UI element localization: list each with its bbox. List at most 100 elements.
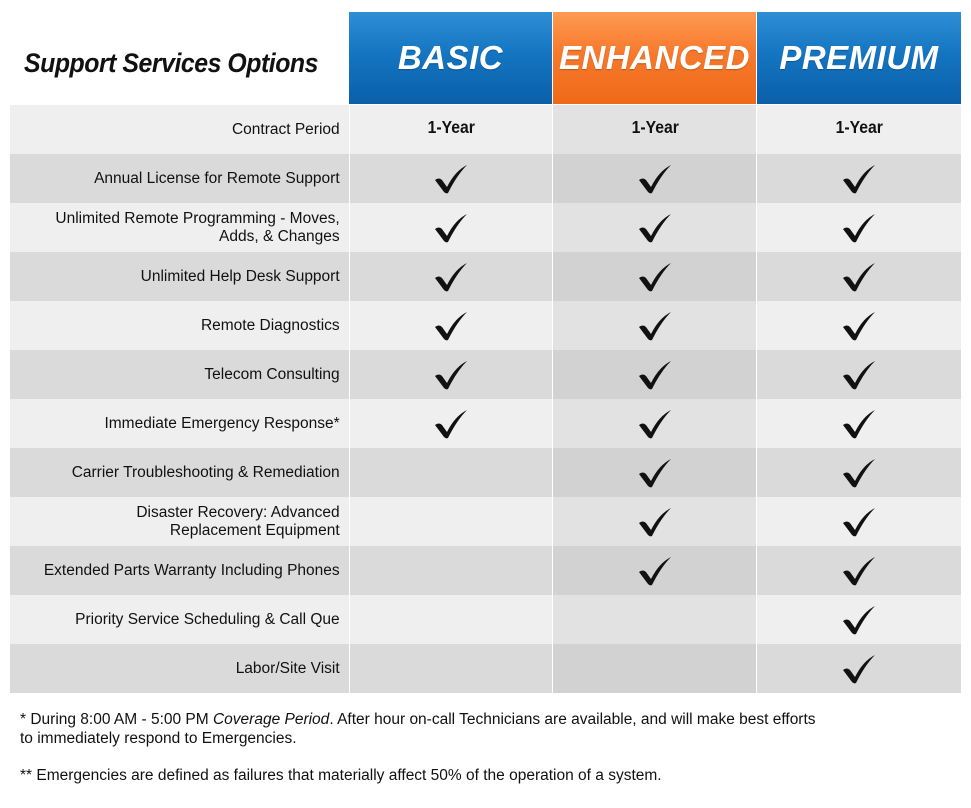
plan-cell-enhanced	[553, 203, 757, 252]
feature-label-text: Priority Service Scheduling & Call Que	[75, 610, 340, 628]
checkmark-icon	[433, 408, 469, 440]
table-row: Extended Parts Warranty Including Phones	[10, 546, 961, 595]
feature-label-text: Remote Diagnostics	[200, 316, 340, 334]
plan-cell-enhanced	[553, 644, 757, 693]
checkmark-icon	[433, 261, 469, 293]
plan-cell-premium: 1-Year	[757, 105, 961, 154]
comparison-table: Contract Period 1-Year 1-Year 1-Year Annual …	[10, 105, 961, 693]
checkmark-icon	[433, 359, 469, 391]
checkmark-icon	[841, 212, 877, 244]
feature-label: Contract Period	[10, 105, 349, 154]
feature-label-text: Annual License for Remote Support	[94, 169, 340, 187]
feature-label: Unlimited Remote Programming - Moves, Ad…	[10, 203, 349, 252]
plan-cell-premium	[757, 301, 961, 350]
table-row: Annual License for Remote Support	[10, 154, 961, 203]
plan-cell-basic	[349, 448, 553, 497]
plan-header-basic: BASIC	[349, 12, 552, 104]
footnotes: * During 8:00 AM - 5:00 PM Coverage Peri…	[20, 710, 820, 803]
table-row: Disaster Recovery: Advanced Replacement …	[10, 497, 961, 546]
feature-label: Telecom Consulting	[10, 350, 349, 399]
feature-label-text: Disaster Recovery: Advanced Replacement …	[136, 503, 340, 539]
plan-cell-basic	[349, 546, 553, 595]
feature-label: Remote Diagnostics	[10, 301, 349, 350]
footnote-emergencies: ** Emergencies are defined as failures t…	[20, 767, 662, 784]
table-row: Unlimited Remote Programming - Moves, Ad…	[10, 203, 961, 252]
feature-label-text: Unlimited Remote Programming - Moves, Ad…	[55, 209, 340, 245]
table-row: Remote Diagnostics	[10, 301, 961, 350]
checkmark-icon	[433, 163, 469, 195]
plan-cell-premium	[757, 252, 961, 301]
plan-cell-enhanced	[553, 546, 757, 595]
checkmark-icon	[841, 261, 877, 293]
feature-label: Annual License for Remote Support	[10, 154, 349, 203]
plan-cell-basic: 1-Year	[349, 105, 553, 154]
checkmark-icon	[841, 163, 877, 195]
checkmark-icon	[841, 457, 877, 489]
checkmark-icon	[841, 359, 877, 391]
footnote-coverage-prefix: * During 8:00 AM - 5:00 PM	[20, 711, 213, 728]
plan-cell-basic	[349, 399, 553, 448]
table-row: Telecom Consulting	[10, 350, 961, 399]
plan-cell-basic	[349, 644, 553, 693]
plan-cell-premium	[757, 154, 961, 203]
feature-label-text: Immediate Emergency Response*	[104, 414, 340, 432]
feature-label: Extended Parts Warranty Including Phones	[10, 546, 349, 595]
plan-cell-basic	[349, 252, 553, 301]
plan-header-premium: PREMIUM	[757, 12, 961, 104]
page-title: Support Services Options	[24, 48, 319, 78]
feature-label-text: Labor/Site Visit	[235, 659, 340, 677]
feature-label-text: Extended Parts Warranty Including Phones	[43, 561, 340, 579]
plan-cell-basic	[349, 595, 553, 644]
checkmark-icon	[841, 604, 877, 636]
plan-cell-enhanced	[553, 301, 757, 350]
checkmark-icon	[637, 506, 673, 538]
table-row: Priority Service Scheduling & Call Que	[10, 595, 961, 644]
plan-cell-enhanced	[553, 252, 757, 301]
feature-label: Labor/Site Visit	[10, 644, 349, 693]
checkmark-icon	[841, 506, 877, 538]
plan-cell-enhanced	[553, 595, 757, 644]
checkmark-icon	[433, 310, 469, 342]
table-row: Contract Period 1-Year 1-Year 1-Year	[10, 105, 961, 154]
feature-label-text: Telecom Consulting	[204, 365, 340, 383]
footnote-coverage-italic: Coverage Period	[212, 711, 330, 728]
plan-cell-premium	[757, 399, 961, 448]
table-row: Labor/Site Visit	[10, 644, 961, 693]
feature-label-text: Carrier Troubleshooting & Remediation	[71, 463, 340, 481]
plan-header-enhanced: ENHANCED	[553, 12, 756, 104]
table-row: Unlimited Help Desk Support	[10, 252, 961, 301]
checkmark-icon	[637, 555, 673, 587]
contract-period-value: 1-Year	[631, 116, 679, 137]
checkmark-icon	[841, 555, 877, 587]
plan-cell-premium	[757, 644, 961, 693]
checkmark-icon	[637, 359, 673, 391]
checkmark-icon	[841, 653, 877, 685]
plan-cell-basic	[349, 497, 553, 546]
checkmark-icon	[637, 212, 673, 244]
plan-cell-enhanced	[553, 448, 757, 497]
plan-cell-premium	[757, 595, 961, 644]
feature-label-text: Contract Period	[231, 120, 340, 138]
plan-cell-basic	[349, 203, 553, 252]
plan-cell-premium	[757, 546, 961, 595]
feature-label: Carrier Troubleshooting & Remediation	[10, 448, 349, 497]
contract-period-value: 1-Year	[427, 116, 475, 137]
contract-period-value: 1-Year	[835, 116, 883, 137]
feature-label: Unlimited Help Desk Support	[10, 252, 349, 301]
feature-label-text: Unlimited Help Desk Support	[140, 267, 340, 285]
checkmark-icon	[637, 310, 673, 342]
feature-label: Priority Service Scheduling & Call Que	[10, 595, 349, 644]
checkmark-icon	[841, 310, 877, 342]
plan-cell-enhanced: 1-Year	[553, 105, 757, 154]
checkmark-icon	[841, 408, 877, 440]
plan-cell-enhanced	[553, 497, 757, 546]
checkmark-icon	[433, 212, 469, 244]
table-row: Carrier Troubleshooting & Remediation	[10, 448, 961, 497]
feature-label: Immediate Emergency Response*	[10, 399, 349, 448]
table-row: Immediate Emergency Response*	[10, 399, 961, 448]
plan-cell-enhanced	[553, 350, 757, 399]
checkmark-icon	[637, 261, 673, 293]
plan-cell-enhanced	[553, 154, 757, 203]
plan-cell-basic	[349, 154, 553, 203]
plan-cell-premium	[757, 350, 961, 399]
